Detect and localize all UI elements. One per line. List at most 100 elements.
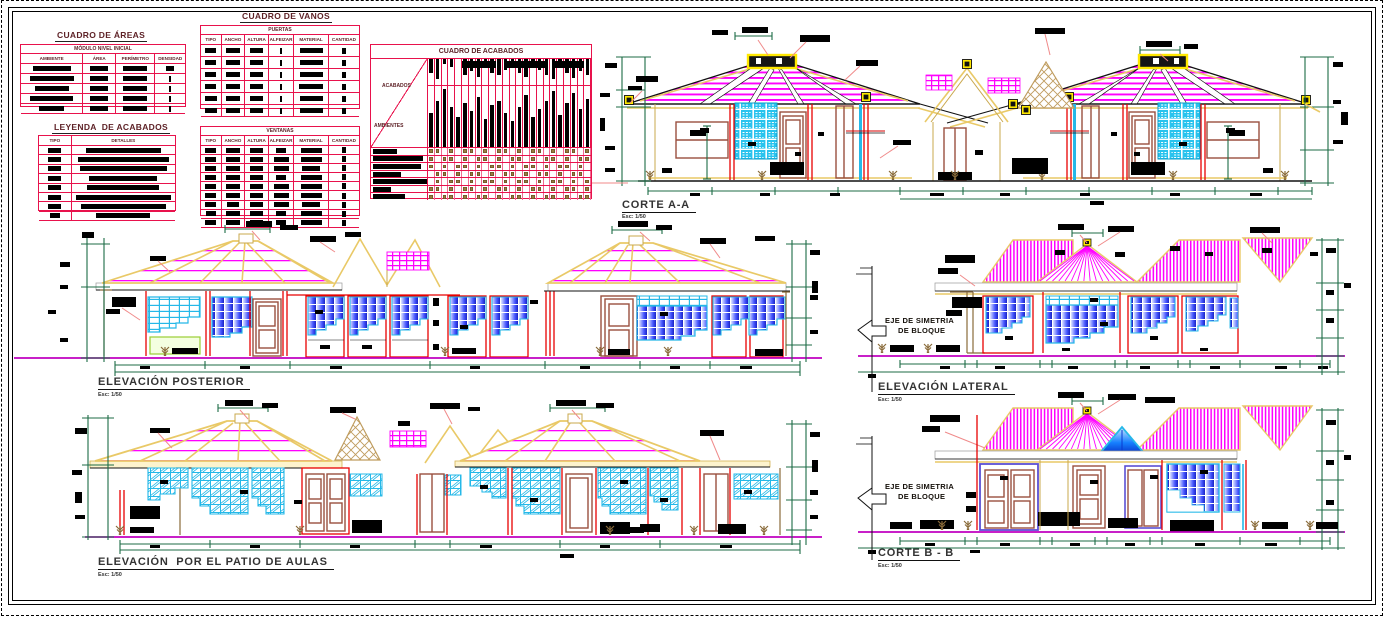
corte-b-scale: Esc: 1/50 bbox=[878, 563, 902, 569]
acabados-matrix-cell bbox=[544, 163, 551, 170]
acabados-matrix-cell bbox=[578, 148, 585, 155]
redacted-column-text bbox=[455, 86, 462, 147]
corte-a-annotations bbox=[628, 27, 1198, 159]
redacted-column-text bbox=[462, 86, 469, 147]
acabados-matrix-cell bbox=[469, 178, 476, 185]
acabados-matrix-cell bbox=[516, 155, 524, 163]
acabados-matrix-cell bbox=[489, 178, 496, 185]
redacted-column-text bbox=[564, 86, 571, 147]
acabados-matrix-cell bbox=[496, 155, 503, 163]
acabados-matrix-cell bbox=[469, 193, 476, 201]
acabados-matrix-cell bbox=[530, 185, 537, 193]
areas-header-row: AMBIENTE ÁREA PERÍMETRO DENSIDAD bbox=[21, 54, 185, 64]
leyenda-table: TIPO DETALLES bbox=[38, 135, 176, 222]
redacted-table-row bbox=[39, 211, 175, 222]
acabados-matrix-cell bbox=[496, 178, 503, 185]
acabados-matrix-cell bbox=[523, 163, 530, 170]
acabados-matrix-cell bbox=[510, 170, 517, 178]
acabados-matrix-cell bbox=[455, 170, 462, 178]
acabados-matrix-cell bbox=[469, 185, 476, 193]
redacted-column-header bbox=[448, 59, 456, 85]
redacted-column-header bbox=[442, 59, 449, 85]
redacted-table-row bbox=[39, 174, 175, 184]
acabados-matrix-cell bbox=[557, 170, 564, 178]
redacted-column-text bbox=[571, 86, 578, 147]
leyenda-rows bbox=[39, 146, 175, 222]
acabados-matrix-cell bbox=[462, 185, 469, 193]
redacted-table-row bbox=[201, 45, 359, 57]
acabados-matrix-cell bbox=[516, 185, 524, 193]
areas-band: MÓDULO NIVEL INICIAL bbox=[21, 45, 185, 54]
acabados-matrix-cell bbox=[571, 178, 578, 185]
acabados-diagonal-cell: ACABADOS AMBIENTES bbox=[371, 59, 428, 147]
acabados-matrix-cell bbox=[482, 148, 490, 155]
acabados-matrix-cell bbox=[455, 148, 462, 155]
acabados-matrix-cell bbox=[435, 163, 442, 170]
acabados-row-axis-label: AMBIENTES bbox=[374, 123, 404, 129]
acabados-matrix-cell bbox=[435, 148, 442, 155]
redacted-column-header bbox=[523, 59, 530, 85]
redacted-column-text bbox=[537, 86, 544, 147]
redacted-column-text bbox=[489, 86, 496, 147]
acabados-matrix-cell bbox=[578, 163, 585, 170]
acabados-matrix-cell bbox=[428, 193, 435, 201]
acabados-matrix-cell bbox=[448, 185, 456, 193]
acabados-matrix-cell bbox=[571, 170, 578, 178]
redacted-table-row bbox=[201, 173, 359, 183]
acabados-matrix-cell bbox=[537, 178, 544, 185]
redacted-column-text bbox=[482, 86, 490, 147]
acabados-matrix-cell bbox=[482, 163, 490, 170]
acabados-matrix-cell bbox=[469, 148, 476, 155]
acabados-matrix-cell bbox=[530, 193, 537, 201]
acabados-matrix-cell bbox=[489, 155, 496, 163]
acabados-matrix-cell bbox=[578, 185, 585, 193]
acabados-matrix-cell bbox=[584, 178, 592, 185]
corte-a-scale: Esc: 1/50 bbox=[622, 214, 646, 220]
acabados-matrix-cell bbox=[571, 163, 578, 170]
redacted-column-text bbox=[544, 86, 551, 147]
acabados-matrix-cell bbox=[482, 193, 490, 201]
corte-a-middle-gable bbox=[924, 59, 1076, 181]
acabados-matrix-cell bbox=[510, 163, 517, 170]
acabados-matrix-cell bbox=[537, 185, 544, 193]
acabados-matrix-cell bbox=[469, 155, 476, 163]
acabados-matrix-cell bbox=[455, 178, 462, 185]
redacted-table-row bbox=[39, 192, 175, 203]
acabados-matrix-cell bbox=[476, 193, 483, 201]
acabados-matrix-cell bbox=[435, 155, 442, 163]
acabados-matrix-cell bbox=[469, 163, 476, 170]
acabados-matrix-cell bbox=[435, 185, 442, 193]
redacted-column-text bbox=[476, 86, 483, 147]
redacted-table-row bbox=[201, 209, 359, 219]
acabados-matrix-cell bbox=[462, 163, 469, 170]
areas-table-title: CUADRO DE ÁREAS bbox=[55, 30, 148, 42]
acabados-matrix-cell bbox=[476, 170, 483, 178]
acabados-matrix-row bbox=[371, 170, 592, 179]
acabados-matrix-table: CUADRO DE ACABADOS ACABADOS AMBIENTES bbox=[370, 44, 592, 201]
patio-label: ELEVACIÓN POR EL PATIO DE AULAS bbox=[98, 556, 334, 570]
acabados-matrix-cell bbox=[537, 155, 544, 163]
acabados-matrix-cell bbox=[584, 170, 592, 178]
acabados-matrix-cell bbox=[564, 178, 571, 185]
vanos-table-title: CUADRO DE VANOS bbox=[240, 11, 332, 23]
acabados-matrix-cell bbox=[476, 148, 483, 155]
acabados-matrix-cell bbox=[482, 170, 490, 178]
redacted-column-text bbox=[428, 86, 435, 147]
acabados-matrix-cell bbox=[462, 178, 469, 185]
view-elevacion-patio bbox=[72, 400, 822, 558]
redacted-table-row bbox=[39, 155, 175, 165]
view-elevacion-lateral bbox=[856, 224, 1351, 392]
redacted-column-text bbox=[448, 86, 456, 147]
acabados-matrix-cell bbox=[503, 193, 510, 201]
acabados-matrix-cell bbox=[476, 178, 483, 185]
redacted-column-text bbox=[469, 86, 476, 147]
sheet-frame-inner bbox=[12, 11, 1372, 601]
acabados-matrix-cell bbox=[557, 193, 564, 201]
redacted-table-row bbox=[201, 69, 359, 81]
redacted-table-row bbox=[21, 104, 185, 114]
acabados-matrix-cell bbox=[455, 185, 462, 193]
acabados-matrix-cell bbox=[448, 193, 456, 201]
acabados-matrix-cell bbox=[510, 185, 517, 193]
corte-b-symmetry-note-line2: DE BLOQUE bbox=[898, 492, 946, 501]
